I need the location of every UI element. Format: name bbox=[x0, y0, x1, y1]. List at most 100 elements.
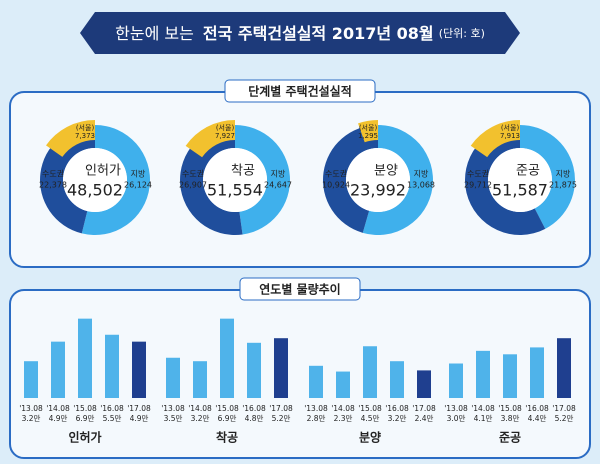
bar-value-label: 5.2만 bbox=[272, 414, 291, 423]
donut-center bbox=[63, 148, 127, 212]
title-part: 한눈에 보는 bbox=[115, 24, 194, 43]
bar bbox=[51, 341, 65, 398]
donut-label: 분양 bbox=[374, 164, 398, 179]
bar-value-label: 6.9만 bbox=[218, 414, 237, 423]
year-label: '13.08 bbox=[304, 404, 328, 413]
year-label: '17.08 bbox=[127, 404, 151, 413]
bar-value-label: 4.9만 bbox=[49, 414, 68, 423]
bar-value-label: 3.5만 bbox=[164, 414, 183, 423]
bar-value-label: 5.2만 bbox=[555, 414, 574, 423]
year-label: '15.08 bbox=[73, 404, 97, 413]
segment-name: 지방 bbox=[414, 169, 429, 179]
year-label: '13.08 bbox=[161, 404, 185, 413]
year-label: '13.08 bbox=[444, 404, 468, 413]
group-name: 분양 bbox=[359, 430, 381, 445]
year-label: '16.08 bbox=[385, 404, 409, 413]
bar-value-label: 4.5만 bbox=[361, 414, 380, 423]
title-part: (단위: 호) bbox=[439, 27, 485, 40]
bar-value-label: 2.4만 bbox=[415, 414, 434, 423]
segment-name: 지방 bbox=[556, 169, 571, 179]
seoul-value: 1,295 bbox=[358, 132, 378, 140]
donut-total: 51,587 bbox=[492, 181, 548, 200]
bar bbox=[166, 357, 180, 398]
year-label: '15.08 bbox=[358, 404, 382, 413]
year-label: '13.08 bbox=[19, 404, 43, 413]
donut-center bbox=[203, 148, 267, 212]
donut-label: 인허가 bbox=[85, 164, 121, 179]
panel-tab bbox=[224, 79, 376, 103]
year-label: '15.08 bbox=[498, 404, 522, 413]
seoul-name: (서울) bbox=[216, 123, 235, 132]
bar bbox=[105, 334, 119, 398]
bar bbox=[274, 338, 288, 398]
donut-seoul-segment bbox=[470, 120, 520, 158]
segment-name: 지방 bbox=[131, 169, 146, 179]
segment-name: 수도권 bbox=[182, 169, 204, 179]
bar bbox=[309, 365, 323, 398]
donut-segment bbox=[520, 125, 575, 229]
segment-value: 26,124 bbox=[124, 181, 152, 190]
donut-seoul-segment bbox=[358, 120, 378, 143]
bar-value-label: 2.8만 bbox=[307, 414, 326, 423]
bar bbox=[193, 361, 207, 398]
donut-label: 준공 bbox=[516, 164, 540, 179]
year-label: '14.08 bbox=[46, 404, 70, 413]
donut-segment bbox=[81, 125, 151, 235]
year-label: '16.08 bbox=[525, 404, 549, 413]
donut-label: 착공 bbox=[231, 164, 255, 179]
bar-value-label: 3.2만 bbox=[22, 414, 41, 423]
bar-value-label: 4.8만 bbox=[245, 414, 264, 423]
donut-total: 48,502 bbox=[67, 181, 123, 200]
year-label: '16.08 bbox=[242, 404, 266, 413]
donut-segment bbox=[235, 125, 291, 235]
bar bbox=[247, 342, 261, 398]
bar bbox=[336, 371, 350, 398]
group-name: 인허가 bbox=[68, 430, 101, 445]
segment-value: 22,378 bbox=[39, 181, 67, 190]
segment-value: 13,068 bbox=[407, 181, 435, 190]
seoul-value: 7,927 bbox=[215, 132, 235, 140]
year-label: '14.08 bbox=[331, 404, 355, 413]
bar bbox=[503, 354, 517, 398]
seoul-value: 7,913 bbox=[500, 132, 520, 140]
bar-value-label: 3.2만 bbox=[388, 414, 407, 423]
panel-title: 단계별 주택건설실적 bbox=[248, 84, 352, 99]
title-part: 전국 주택건설실적 2017년 08월 bbox=[203, 24, 434, 43]
year-label: '16.08 bbox=[100, 404, 124, 413]
year-label: '14.08 bbox=[471, 404, 495, 413]
panel-title: 연도별 물량추이 bbox=[259, 282, 340, 297]
bar bbox=[363, 346, 377, 398]
donut-segment bbox=[362, 125, 433, 235]
bar bbox=[417, 370, 431, 398]
bar-value-label: 3.8만 bbox=[501, 414, 520, 423]
segment-name: 수도권 bbox=[42, 169, 64, 179]
donut-seoul-segment bbox=[185, 120, 235, 158]
donut-segment bbox=[322, 125, 378, 233]
donut-total: 23,992 bbox=[350, 181, 406, 200]
year-label: '15.08 bbox=[215, 404, 239, 413]
bar-value-label: 4.9만 bbox=[130, 414, 149, 423]
segment-name: 수도권 bbox=[325, 169, 347, 179]
bar-value-label: 4.1만 bbox=[474, 414, 493, 423]
bar bbox=[557, 338, 571, 398]
group-name: 준공 bbox=[499, 431, 521, 445]
year-label: '14.08 bbox=[188, 404, 212, 413]
segment-value: 10,924 bbox=[322, 181, 350, 190]
year-label: '17.08 bbox=[552, 404, 576, 413]
donut-seoul-segment bbox=[46, 120, 95, 157]
bar bbox=[24, 361, 38, 398]
donut-total: 51,554 bbox=[207, 181, 263, 200]
bar bbox=[132, 341, 146, 398]
bar-value-label: 3.0만 bbox=[447, 414, 466, 423]
bar-value-label: 5.5만 bbox=[103, 414, 122, 423]
segment-value: 26,907 bbox=[179, 181, 207, 190]
group-name: 착공 bbox=[216, 430, 238, 445]
bar bbox=[390, 361, 404, 398]
bar-value-label: 6.9만 bbox=[76, 414, 95, 423]
bar bbox=[220, 318, 234, 398]
bar-value-label: 4.4만 bbox=[528, 414, 547, 423]
bar-value-label: 3.2만 bbox=[191, 414, 210, 423]
bar bbox=[530, 347, 544, 398]
bar bbox=[476, 350, 490, 398]
